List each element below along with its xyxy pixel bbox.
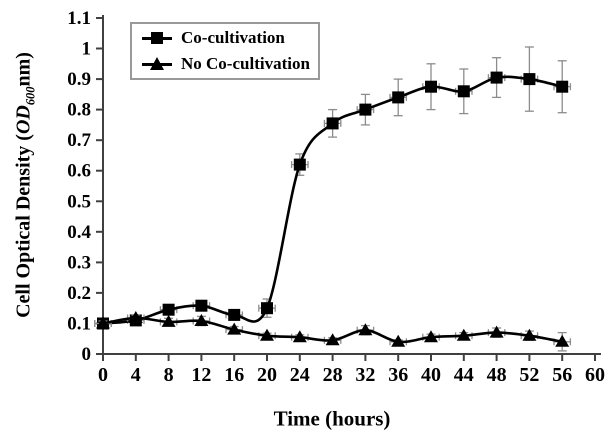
legend-item-co-cultivation: Co-cultivation: [142, 26, 318, 50]
square-glyph: [151, 32, 163, 44]
axes: [102, 15, 601, 355]
x-tick-label: 48: [487, 364, 507, 386]
x-tick-label: 52: [519, 364, 539, 386]
square-marker-icon: [142, 30, 172, 46]
y-tick-label: 0.9: [67, 69, 91, 90]
square-marker-icon: [326, 117, 339, 130]
triangle-marker-icon: [128, 311, 143, 323]
x-tick-label: 24: [290, 364, 310, 386]
x-tick-label: 40: [421, 364, 441, 386]
triangle-marker-icon: [358, 323, 373, 336]
triangle-marker-icon: [489, 325, 504, 338]
od-subscript: 600: [23, 86, 38, 106]
x-tick-label: 60: [585, 364, 605, 386]
y-title-text: Cell Optical Density (: [12, 134, 35, 318]
y-tick-label: 0.3: [67, 252, 91, 273]
legend-label-no-co-cultivation: No Co-cultivation: [181, 54, 310, 73]
legend-label-co-cultivation: Co-cultivation: [181, 28, 285, 47]
x-tick-label: 56: [552, 364, 572, 386]
triangle-marker-icon: [161, 314, 176, 327]
triangle-marker-icon: [227, 322, 242, 335]
square-marker-icon: [457, 85, 470, 98]
x-tick-label: 0: [98, 364, 108, 386]
legend-item-no-co-cultivation: No Co-cultivation: [142, 52, 318, 76]
x-tick-label: 16: [224, 364, 244, 386]
y-title-suffix: nm): [12, 52, 35, 87]
x-tick-label: 20: [257, 364, 277, 386]
od-italic: OD: [12, 105, 35, 135]
triangle-glyph: [150, 57, 164, 70]
x-tick-label: 12: [191, 364, 211, 386]
x-axis-title: Time (hours): [273, 406, 391, 431]
x-tick-label: 4: [131, 364, 141, 386]
series-no-co-cultivation: [94, 311, 572, 352]
square-marker-icon: [392, 91, 405, 104]
x-axis-ticks: 0 4 8 12 16 20 24 28 32 36 40 44 48 52 56 60: [98, 354, 605, 386]
triangle-marker-icon: [194, 314, 209, 326]
error-bars-co-cultivation: [94, 46, 572, 328]
x-tick-label: 32: [355, 364, 375, 386]
y-tick-label: 0.5: [67, 191, 91, 212]
markers-no-co-cultivation: [96, 311, 570, 347]
triangle-marker-icon: [260, 328, 274, 341]
y-tick-label: 0.8: [67, 100, 91, 121]
y-tick-label: 1: [82, 39, 92, 60]
triangle-marker-icon: [456, 328, 471, 341]
triangle-marker-icon: [424, 330, 438, 343]
x-tick-label: 44: [454, 364, 474, 386]
square-marker-icon: [261, 302, 273, 315]
square-marker-icon: [293, 158, 306, 171]
series-co-cultivation: [94, 46, 572, 330]
x-tick-label: 28: [323, 364, 343, 386]
y-tick-label: 0.1: [67, 314, 91, 335]
square-marker-icon: [523, 73, 536, 86]
square-marker-icon: [556, 80, 569, 93]
y-tick-label: 0.7: [67, 130, 91, 151]
square-marker-icon: [490, 71, 503, 84]
y-tick-label: 0.2: [67, 283, 91, 304]
triangle-marker-icon: [555, 334, 570, 347]
square-marker-icon: [425, 80, 437, 93]
square-marker-icon: [228, 308, 241, 321]
triangle-marker-icon: [142, 56, 172, 72]
x-tick-label: 36: [388, 364, 408, 386]
triangle-marker-icon: [522, 328, 537, 341]
y-tick-label: 0.6: [67, 161, 91, 182]
y-tick-label: 1.1: [67, 8, 91, 29]
triangle-marker-icon: [96, 316, 110, 329]
triangle-marker-icon: [391, 334, 406, 347]
y-axis-ticks: 0 0.1 0.2 0.3 0.4 0.5 0.6 0.7 0.8 0.9 1 1.1: [67, 8, 103, 365]
square-marker-icon: [195, 299, 208, 312]
square-marker-icon: [162, 303, 175, 316]
square-marker-icon: [359, 103, 372, 116]
x-tick-label: 8: [164, 364, 174, 386]
y-tick-label: 0.4: [67, 222, 91, 243]
legend: Co-cultivation No Co-cultivation: [130, 22, 320, 80]
series-line-co-cultivation: [101, 75, 564, 325]
triangle-marker-icon: [325, 333, 340, 346]
triangle-marker-icon: [292, 330, 307, 343]
y-tick-label: 0: [82, 344, 92, 365]
